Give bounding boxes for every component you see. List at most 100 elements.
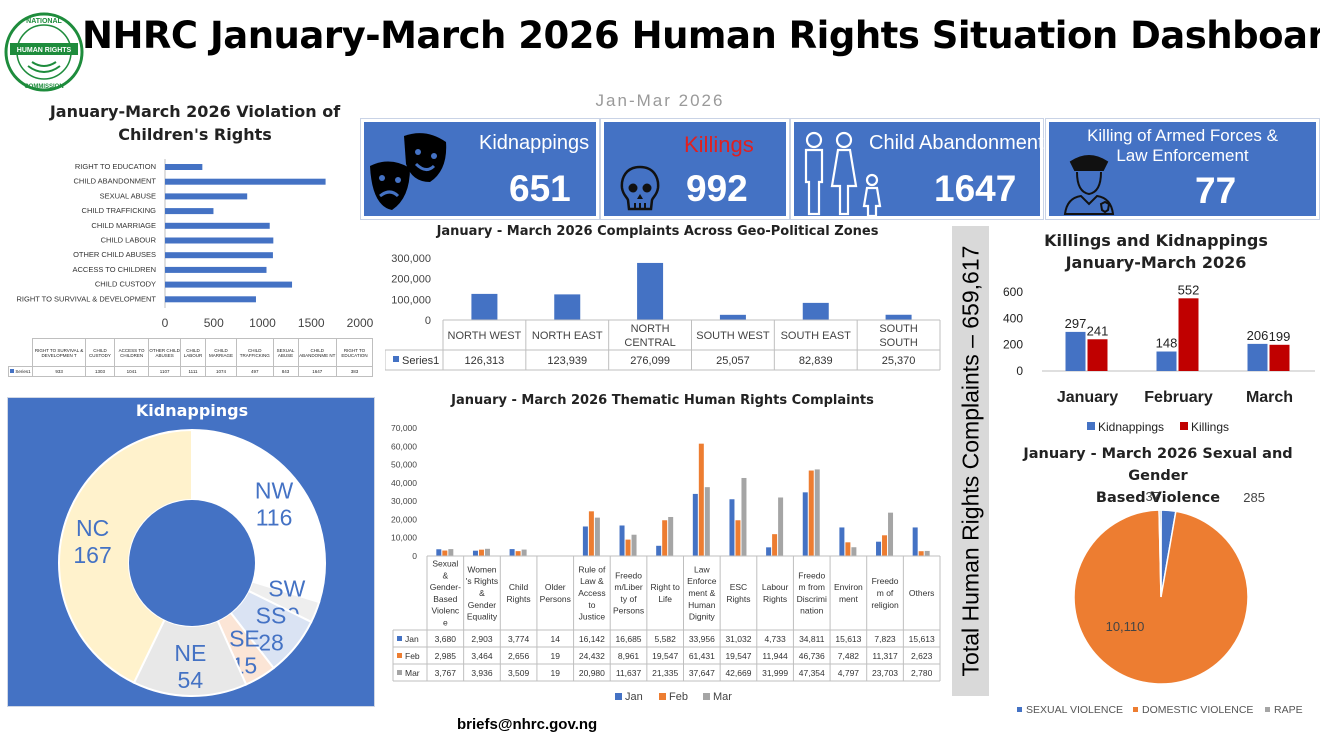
children-table-header: RIGHT TO SURVIVAL & DEVELOPMEN T [31, 338, 87, 367]
kk-title-line: Killings and Kidnappings [1044, 231, 1268, 250]
thematic-bar-feb [735, 520, 741, 556]
sgbv-chart-title: January - March 2026 Sexual and Gender B… [998, 443, 1318, 509]
thematic-value-label: 3,774 [508, 634, 530, 644]
thematic-bar-jan [472, 550, 478, 556]
thematic-row-label: Mar [405, 668, 420, 678]
thematic-category-label: Freedo [798, 570, 825, 580]
kpi-value: 992 [686, 168, 748, 209]
children-x-tick: 1500 [298, 316, 325, 330]
thematic-bar-mar [521, 549, 527, 556]
kpi-child-abandonment: Child Abandonment 1647 [790, 118, 1044, 220]
thematic-value-label: 8,961 [618, 651, 640, 661]
thematic-bar-jan [729, 499, 735, 556]
sgbv-legend-swatch [1017, 707, 1022, 712]
footer-email[interactable]: briefs@nhrc.gov.ng [457, 716, 598, 733]
children-table-header: OTHER CHILD ABUSES [148, 338, 181, 367]
thematic-bar-feb [918, 551, 924, 556]
children-x-tick: 2000 [347, 316, 374, 330]
thematic-value-label: 61,431 [689, 651, 715, 661]
kk-bar-killings [1178, 298, 1199, 371]
thematic-value-label: 7,823 [874, 634, 896, 644]
thematic-row-label: Jan [405, 634, 419, 644]
kpi-label: Kidnappings [479, 132, 590, 154]
thematic-bar-jan [802, 492, 808, 556]
thematic-bar-mar [594, 517, 600, 556]
thematic-category-label: Freedo [872, 576, 899, 586]
sgbv-value-label: 37 [1146, 489, 1160, 504]
kk-bar-kidnappings [1065, 331, 1086, 371]
kk-category-label: January [1057, 389, 1118, 406]
kk-category-label: March [1246, 389, 1293, 406]
thematic-value-label: 3,464 [471, 651, 493, 661]
zones-legend-swatch [393, 356, 399, 362]
children-table-header: CHILD ABANDONME NT [297, 338, 337, 367]
zones-category-label: NORTH WEST [448, 330, 522, 342]
children-table-value: 1041 [113, 366, 150, 377]
sgbv-legend-label: RAPE [1274, 704, 1303, 716]
kk-data-label: 206 [1247, 328, 1269, 343]
thematic-category-label: Law & [580, 576, 604, 586]
children-category-label: RIGHT TO SURVIVAL & DEVELOPMENT [17, 294, 157, 303]
children-bar [165, 164, 203, 170]
thematic-bar-mar [888, 512, 894, 556]
thematic-category-label: Human [688, 600, 716, 610]
thematic-chart-title: January - March 2026 Thematic Human Righ… [451, 393, 874, 408]
thematic-bar-jan [436, 549, 442, 556]
zones-bar [637, 262, 664, 320]
thematic-legend-swatch [703, 693, 710, 700]
kk-legend-label: Killings [1191, 420, 1229, 434]
logo-text-bottom: COMMISSION [24, 84, 63, 90]
children-category-label: ACCESS TO CHILDREN [73, 265, 157, 274]
kpi-value: 651 [509, 168, 571, 209]
thematic-category-label: Discrimi [797, 594, 827, 604]
kk-bar-kidnappings [1156, 351, 1177, 371]
thematic-category-label: Older [545, 582, 566, 592]
kpi-value: 1647 [934, 168, 1017, 209]
thematic-value-label: 31,032 [725, 634, 751, 644]
thematic-bar-mar [741, 477, 747, 556]
thematic-value-label: 24,432 [579, 651, 605, 661]
thematic-category-label: ment [839, 594, 859, 604]
thematic-category-label: Sexual [432, 559, 458, 569]
thematic-category-label: Rule of [578, 564, 606, 574]
zones-y-tick: 300,000 [391, 253, 431, 265]
sgbv-value-label: 285 [1243, 490, 1265, 505]
children-category-label: CHILD TRAFFICKING [82, 206, 157, 215]
thematic-category-label: Enforce [687, 576, 717, 586]
thematic-bar-mar [924, 550, 930, 556]
zones-value-label: 25,057 [716, 355, 750, 367]
thematic-value-label: 11,944 [762, 651, 788, 661]
thematic-row-swatch [397, 670, 402, 675]
thematic-y-tick: 50,000 [391, 460, 417, 470]
children-table-value: 1303 [85, 366, 115, 377]
children-bar [165, 252, 273, 259]
thematic-bar-jan [912, 527, 918, 556]
zones-y-tick: 200,000 [391, 274, 431, 286]
sgbv-slice [1158, 509, 1162, 598]
thematic-category-label: e [443, 618, 448, 628]
thematic-y-tick: 40,000 [391, 478, 417, 488]
thematic-category-label: Violenc [431, 606, 459, 616]
thematic-bar-jan [766, 547, 772, 556]
thematic-value-label: 42,669 [725, 668, 751, 678]
thematic-category-label: Women [467, 564, 496, 574]
thematic-category-label: Gender- [430, 582, 461, 592]
thematic-category-label: Others [909, 588, 935, 598]
thematic-bar-mar [668, 516, 674, 556]
kk-bar-killings [1087, 339, 1108, 371]
sgbv-title-line: Based Violence [1095, 490, 1221, 506]
thematic-category-label: 's Rights [466, 576, 498, 586]
thematic-value-label: 11,637 [616, 668, 642, 678]
kk-data-label: 199 [1269, 329, 1291, 344]
children-data-table: RIGHT TO SURVIVAL & DEVELOPMEN T CHILD CU… [8, 338, 374, 380]
zones-value-label: 25,370 [882, 355, 916, 367]
thematic-category-label: to [588, 600, 595, 610]
thematic-value-label: 2,623 [911, 651, 933, 661]
thematic-bar-jan [619, 525, 625, 556]
total-banner: Total Human Rights Complaints – 659,617 [952, 226, 989, 696]
thematic-bar-jan [509, 549, 515, 556]
kk-category-label: February [1144, 389, 1213, 406]
thematic-value-label: 5,582 [655, 634, 677, 644]
thematic-category-label: Persons [540, 594, 571, 604]
total-complaints-text: Total Human Rights Complaints – 659,617 [957, 245, 984, 677]
